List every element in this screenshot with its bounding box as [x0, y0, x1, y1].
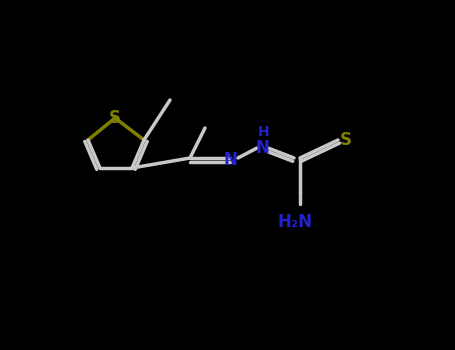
Text: S: S	[340, 131, 352, 149]
Text: H₂N: H₂N	[278, 213, 313, 231]
Text: N: N	[223, 151, 237, 169]
Text: S: S	[109, 109, 121, 127]
Text: H: H	[258, 125, 270, 139]
Text: N: N	[255, 139, 269, 157]
